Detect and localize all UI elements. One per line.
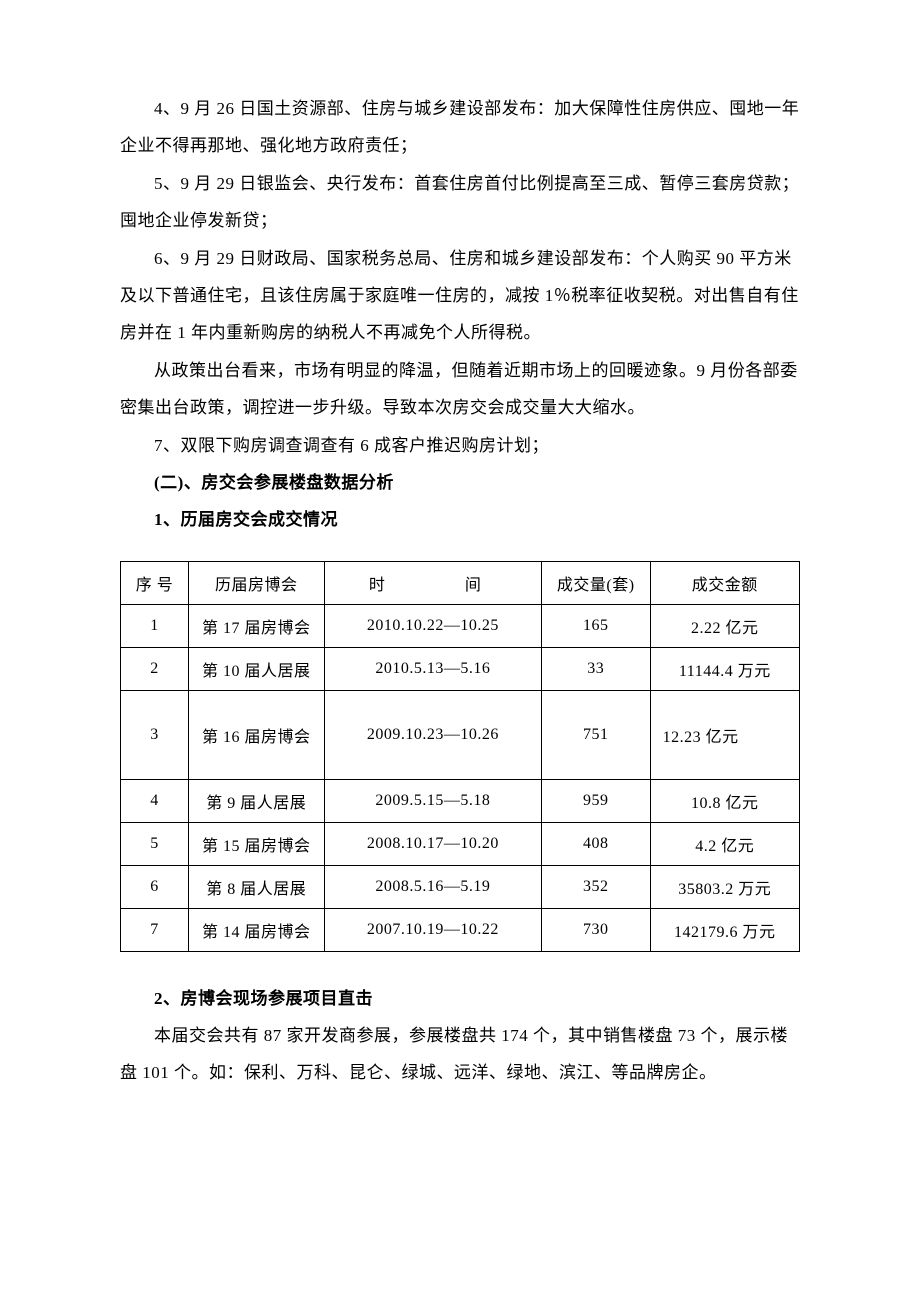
cell-name: 第 8 届人居展: [188, 865, 324, 908]
table-row: 1 第 17 届房博会 2010.10.22—10.25 165 2.22 亿元: [121, 604, 800, 647]
cell-no: 1: [121, 604, 189, 647]
cell-vol: 730: [541, 908, 650, 951]
cell-name: 第 16 届房博会: [188, 690, 324, 779]
paragraph-7: 从政策出台看来，市场有明显的降温，但随着近期市场上的回暖迹象。9 月份各部委密集…: [120, 352, 800, 427]
paragraph-4: 4、9 月 26 日国土资源部、住房与城乡建设部发布：加大保障性住房供应、囤地一…: [120, 90, 800, 165]
section-2-sub1: 1、历届房交会成交情况: [120, 501, 800, 538]
cell-time: 2009.5.15—5.18: [324, 779, 541, 822]
cell-time: 2007.10.19—10.22: [324, 908, 541, 951]
cell-amt: 11144.4 万元: [650, 647, 799, 690]
cell-amt: 10.8 亿元: [650, 779, 799, 822]
cell-no: 3: [121, 690, 189, 779]
cell-time: 2008.5.16—5.19: [324, 865, 541, 908]
section-2-title: (二)、房交会参展楼盘数据分析: [120, 464, 800, 501]
cell-name: 第 15 届房博会: [188, 822, 324, 865]
cell-name: 第 9 届人居展: [188, 779, 324, 822]
table-row: 5 第 15 届房博会 2008.10.17—10.20 408 4.2 亿元: [121, 822, 800, 865]
th-no: 序 号: [121, 561, 189, 604]
cell-time: 2010.5.13—5.16: [324, 647, 541, 690]
cell-no: 4: [121, 779, 189, 822]
table-row: 2 第 10 届人居展 2010.5.13—5.16 33 11144.4 万元: [121, 647, 800, 690]
cell-vol: 959: [541, 779, 650, 822]
cell-no: 5: [121, 822, 189, 865]
th-amt: 成交金额: [650, 561, 799, 604]
cell-amt: 142179.6 万元: [650, 908, 799, 951]
cell-amt: 4.2 亿元: [650, 822, 799, 865]
paragraph-5: 5、9 月 29 日银监会、央行发布：首套住房首付比例提高至三成、暂停三套房贷款…: [120, 165, 800, 240]
cell-vol: 408: [541, 822, 650, 865]
table-row: 7 第 14 届房博会 2007.10.19—10.22 730 142179.…: [121, 908, 800, 951]
history-table: 序 号 历届房博会 时 间 成交量(套) 成交金额 1 第 17 届房博会 20…: [120, 561, 800, 952]
cell-amt: 35803.2 万元: [650, 865, 799, 908]
cell-vol: 352: [541, 865, 650, 908]
th-time: 时 间: [324, 561, 541, 604]
table-row: 3 第 16 届房博会 2009.10.23—10.26 751 12.23 亿…: [121, 690, 800, 779]
cell-no: 6: [121, 865, 189, 908]
table-header-row: 序 号 历届房博会 时 间 成交量(套) 成交金额: [121, 561, 800, 604]
section-3-sub2: 2、房博会现场参展项目直击: [120, 980, 800, 1017]
table-row: 6 第 8 届人居展 2008.5.16—5.19 352 35803.2 万元: [121, 865, 800, 908]
section-3-body: 本届交会共有 87 家开发商参展，参展楼盘共 174 个，其中销售楼盘 73 个…: [120, 1017, 800, 1092]
cell-vol: 33: [541, 647, 650, 690]
paragraph-6: 6、9 月 29 日财政局、国家税务总局、住房和城乡建设部发布：个人购买 90 …: [120, 240, 800, 352]
cell-no: 7: [121, 908, 189, 951]
document-page: 4、9 月 26 日国土资源部、住房与城乡建设部发布：加大保障性住房供应、囤地一…: [0, 0, 920, 1302]
cell-amt: 2.22 亿元: [650, 604, 799, 647]
cell-amt: 12.23 亿元: [650, 690, 799, 779]
cell-name: 第 10 届人居展: [188, 647, 324, 690]
th-vol: 成交量(套): [541, 561, 650, 604]
cell-time: 2010.10.22—10.25: [324, 604, 541, 647]
cell-time: 2008.10.17—10.20: [324, 822, 541, 865]
table-row: 4 第 9 届人居展 2009.5.15—5.18 959 10.8 亿元: [121, 779, 800, 822]
cell-name: 第 14 届房博会: [188, 908, 324, 951]
cell-vol: 751: [541, 690, 650, 779]
cell-name: 第 17 届房博会: [188, 604, 324, 647]
cell-vol: 165: [541, 604, 650, 647]
history-table-wrap: 序 号 历届房博会 时 间 成交量(套) 成交金额 1 第 17 届房博会 20…: [120, 561, 800, 952]
cell-no: 2: [121, 647, 189, 690]
th-name: 历届房博会: [188, 561, 324, 604]
cell-time: 2009.10.23—10.26: [324, 690, 541, 779]
paragraph-8: 7、双限下购房调查调查有 6 成客户推迟购房计划；: [120, 427, 800, 464]
